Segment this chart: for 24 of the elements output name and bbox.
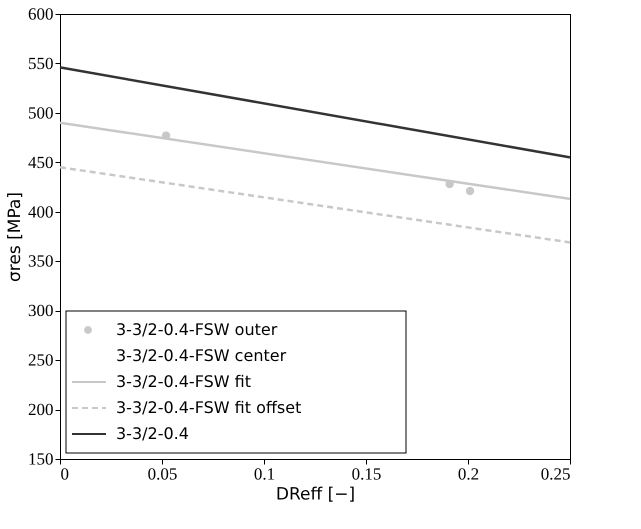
y-tick-label: 200	[28, 400, 54, 420]
x-tick-label: 0.15	[352, 464, 382, 484]
y-tick-label: 300	[28, 301, 54, 320]
y-tick-label: 500	[28, 103, 54, 122]
legend-label: 3-3/2-0.4-FSW fit	[116, 372, 252, 391]
y-axis-title: σres [MPa]	[5, 192, 25, 282]
point	[466, 186, 474, 196]
y-tick-label: 450	[28, 152, 54, 172]
y-tick-label: 600	[28, 4, 54, 24]
text: 3-3/2-0.4-FSW center	[116, 346, 287, 365]
x-axis-title: DReff [−]	[276, 484, 356, 504]
y-tick-label: 150	[28, 450, 54, 468]
y-tick-label: 550	[28, 54, 54, 73]
x-tick-label: 0	[60, 464, 69, 484]
legend-label: 3-3/2-0.4-FSW fit offset	[116, 398, 302, 417]
x-tick-label: 0.1	[254, 464, 276, 484]
legend-label: 3-3/2-0.4	[116, 424, 189, 443]
x-tick-label: 0.25	[540, 464, 570, 484]
x-tick-label: 0.2	[458, 464, 480, 484]
y-tick-label: 400	[28, 202, 54, 222]
y-tick-label: 350	[28, 252, 54, 271]
x-tick-label: 0.05	[148, 464, 178, 484]
legend-label: 3-3/2-0.4-FSW outer	[116, 320, 278, 339]
y-tick-label: 250	[28, 350, 54, 370]
